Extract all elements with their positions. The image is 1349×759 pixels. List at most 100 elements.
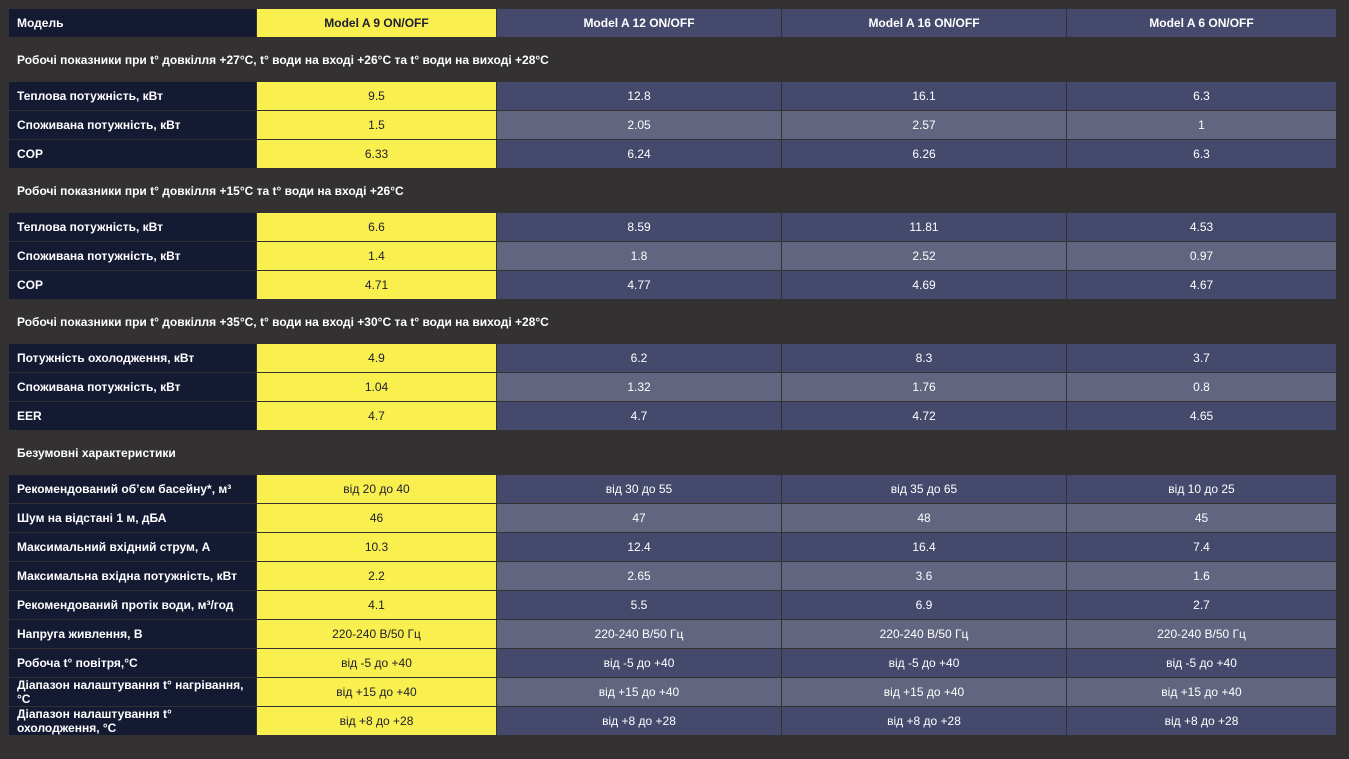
value-cell: від +15 до +40 [496,677,782,707]
value-cell: 2.2 [256,561,497,591]
value-cell: 4.1 [256,590,497,620]
header-label: Модель [8,8,257,38]
value-cell: 4.72 [781,401,1067,431]
value-cell: 1.6 [1066,561,1337,591]
value-cell: 4.69 [781,270,1067,300]
section-title: Робочі показники при t° довкілля +35°C, … [8,299,1337,344]
value-cell: 4.67 [1066,270,1337,300]
table-row: Споживана потужність, кВт 1.4 1.8 2.52 0.97 [8,241,1337,271]
row-label: Шум на відстані 1 м, дБА [8,503,257,533]
value-cell: 16.4 [781,532,1067,562]
value-cell: 7.4 [1066,532,1337,562]
row-label: Потужність охолодження, кВт [8,343,257,373]
table-row: Максимальна вхідна потужність, кВт 2.2 2.6… [8,561,1337,591]
row-label: Теплова потужність, кВт [8,81,257,111]
table-row: Діапазон налаштування t° охолодження, °С… [8,706,1337,736]
value-cell: 46 [256,503,497,533]
value-cell: 2.57 [781,110,1067,140]
value-cell: 6.24 [496,139,782,169]
value-cell: 2.05 [496,110,782,140]
row-label: Теплова потужність, кВт [8,212,257,242]
value-cell: 1.04 [256,372,497,402]
value-cell: 47 [496,503,782,533]
model-header: Model A 12 ON/OFF [496,8,782,38]
value-cell: 5.5 [496,590,782,620]
value-cell: 6.3 [1066,139,1337,169]
value-cell: 10.3 [256,532,497,562]
value-cell: 16.1 [781,81,1067,111]
value-cell: 4.9 [256,343,497,373]
row-label: Діапазон налаштування t° нагрівання,°С [8,677,257,707]
value-cell: 1.76 [781,372,1067,402]
value-cell: 45 [1066,503,1337,533]
row-label: Рекомендований об’єм басейну*, м³ [8,474,257,504]
value-cell: 6.6 [256,212,497,242]
value-cell: 1.4 [256,241,497,271]
table-row: Робоча t° повітря,°С від -5 до +40 від -5 … [8,648,1337,678]
row-label: COP [8,270,257,300]
row-label: Максимальний вхідний струм, А [8,532,257,562]
section-row: Безумовні характеристики [8,430,1337,475]
table-row: EER 4.7 4.7 4.72 4.65 [8,401,1337,431]
value-cell: 220-240 В/50 Гц [1066,619,1337,649]
section-title: Безумовні характеристики [8,430,1337,475]
value-cell: 4.77 [496,270,782,300]
table-row: Діапазон налаштування t° нагрівання,°С ві… [8,677,1337,707]
row-label: Максимальна вхідна потужність, кВт [8,561,257,591]
value-cell: 0.97 [1066,241,1337,271]
value-cell: від -5 до +40 [496,648,782,678]
value-cell: 6.26 [781,139,1067,169]
row-label: EER [8,401,257,431]
row-label: Споживана потужність, кВт [8,110,257,140]
value-cell: 4.7 [496,401,782,431]
value-cell: від 30 до 55 [496,474,782,504]
value-cell: від -5 до +40 [781,648,1067,678]
value-cell: 8.3 [781,343,1067,373]
table-row: Максимальний вхідний струм, А 10.3 12.4 16.… [8,532,1337,562]
row-label: Робоча t° повітря,°С [8,648,257,678]
value-cell: 0.8 [1066,372,1337,402]
value-cell: 6.2 [496,343,782,373]
value-cell: 12.4 [496,532,782,562]
table-row: Споживана потужність, кВт 1.04 1.32 1.76 0.8 [8,372,1337,402]
value-cell: 220-240 В/50 Гц [496,619,782,649]
value-cell: 1.5 [256,110,497,140]
table-row: Потужність охолодження, кВт 4.9 6.2 8.3 3.7 [8,343,1337,373]
model-header: Model A 9 ON/OFF [256,8,497,38]
value-cell: 6.33 [256,139,497,169]
value-cell: 1.8 [496,241,782,271]
value-cell: 220-240 В/50 Гц [256,619,497,649]
row-label: Споживана потужність, кВт [8,372,257,402]
table-row: COP 4.71 4.77 4.69 4.67 [8,270,1337,300]
value-cell: 4.65 [1066,401,1337,431]
value-cell: 6.9 [781,590,1067,620]
value-cell: 9.5 [256,81,497,111]
value-cell: від -5 до +40 [1066,648,1337,678]
section-title: Робочі показники при t° довкілля +15°C т… [8,168,1337,213]
section-row: Робочі показники при t° довкілля +27°C, … [8,37,1337,82]
value-cell: 3.7 [1066,343,1337,373]
value-cell: від +8 до +28 [1066,706,1337,736]
value-cell: від +8 до +28 [496,706,782,736]
value-cell: 4.7 [256,401,497,431]
model-header: Model A 6 ON/OFF [1066,8,1337,38]
value-cell: 4.53 [1066,212,1337,242]
value-cell: 3.6 [781,561,1067,591]
value-cell: від +8 до +28 [781,706,1067,736]
value-cell: 11.81 [781,212,1067,242]
value-cell: від +15 до +40 [1066,677,1337,707]
table-row: Шум на відстані 1 м, дБА 46 47 48 45 [8,503,1337,533]
table-row: Теплова потужність, кВт 9.5 12.8 16.1 6.3 [8,81,1337,111]
row-label: Напруга живлення, В [8,619,257,649]
table-row: Рекомендований протік води, м³/год 4.1 5.5… [8,590,1337,620]
section-row: Робочі показники при t° довкілля +15°C т… [8,168,1337,213]
table-row: Рекомендований об’єм басейну*, м³ від 20 … [8,474,1337,504]
value-cell: 1 [1066,110,1337,140]
table-row: Споживана потужність, кВт 1.5 2.05 2.57 1 [8,110,1337,140]
value-cell: 8.59 [496,212,782,242]
value-cell: від -5 до +40 [256,648,497,678]
value-cell: 2.52 [781,241,1067,271]
specs-table: Модель Model A 9 ON/OFF Model A 12 ON/OF… [8,8,1337,736]
row-label: Діапазон налаштування t° охолодження, °С [8,706,257,736]
value-cell: від +15 до +40 [781,677,1067,707]
